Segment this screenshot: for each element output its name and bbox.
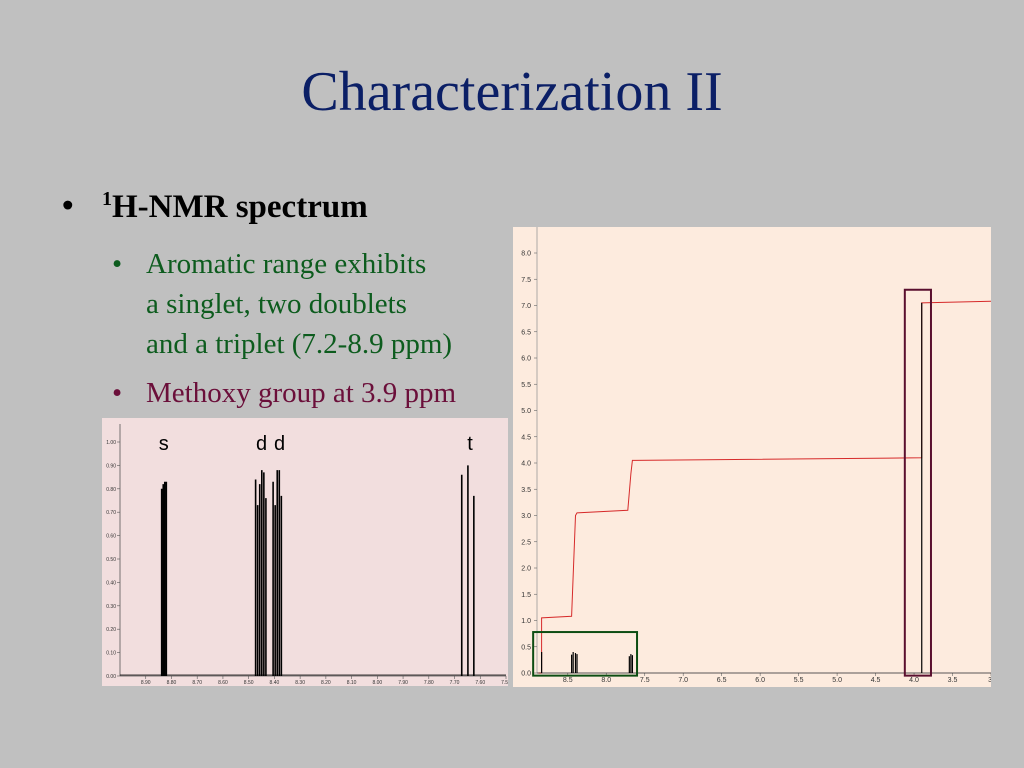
peak-label: t — [467, 433, 473, 455]
bullet-dot: • — [62, 188, 74, 224]
y-tick-label: 0.80 — [106, 487, 116, 493]
x-tick-label: 8.20 — [321, 680, 331, 686]
x-tick-label: 7.0 — [678, 677, 688, 684]
aromatic-nmr-spectrum: 0.00 0.10 0.20 0.30 0.40 0.50 0.60 0.70 0.80 0.90… — [102, 418, 511, 686]
y-tick-label: 7.0 — [521, 303, 531, 310]
y-tick-label: 0.30 — [106, 604, 116, 610]
y-tick-label: 0.60 — [106, 534, 116, 540]
y-tick-label: 8.0 — [521, 251, 531, 258]
x-tick-label: 7.50 — [501, 680, 508, 686]
x-tick-label: 7.5 — [640, 677, 650, 684]
y-tick-label: 5.0 — [521, 408, 531, 415]
x-tick-label: 6.0 — [755, 677, 765, 684]
y-tick-label: 7.5 — [521, 277, 531, 284]
y-tick-label: 1.5 — [521, 592, 531, 599]
chart-background — [513, 227, 991, 687]
y-tick-label: 0.90 — [106, 463, 116, 469]
y-tick-label: 0.40 — [106, 580, 116, 586]
text-line: a singlet, two doublets — [146, 288, 407, 320]
y-tick-label: 4.0 — [521, 461, 531, 468]
x-tick-label: 8.60 — [218, 680, 228, 686]
x-tick-label: 6.5 — [717, 677, 727, 684]
bullet-nmr-label: H-NMR spectrum — [112, 189, 368, 225]
x-tick-label: 8.0 — [601, 677, 611, 684]
y-tick-label: 3.5 — [521, 487, 531, 494]
text-line: and a triplet (7.2-8.9 ppm) — [146, 328, 453, 360]
text-line: Aromatic range exhibits — [146, 248, 427, 280]
y-tick-label: 0.00 — [106, 674, 116, 680]
x-tick-label: 8.90 — [141, 680, 151, 686]
x-tick-label: 8.5 — [563, 677, 573, 684]
x-tick-label: 8.30 — [295, 680, 305, 686]
x-tick-label: 8.70 — [192, 680, 202, 686]
x-tick-label: 8.80 — [167, 680, 177, 686]
text-line: Methoxy group at 3.9 ppm — [146, 377, 457, 409]
x-tick-label: 8.00 — [372, 680, 382, 686]
y-tick-label: 0.20 — [106, 627, 116, 633]
x-tick-label: 4.5 — [871, 677, 881, 684]
y-tick-label: 2.0 — [521, 566, 531, 573]
aromatic-box — [532, 631, 639, 677]
x-tick-label: 8.40 — [270, 680, 280, 686]
x-tick-label: 4.0 — [909, 677, 919, 684]
y-tick-label: 1.0 — [521, 618, 531, 625]
y-tick-label: 3.0 — [521, 513, 531, 520]
full-nmr-spectrum: 0.0 0.5 1.0 1.5 2.0 2.5 3.0 3.5 4.0 4.5 5.0 5.5 6.0 6… — [513, 227, 994, 687]
y-tick-label: 1.00 — [106, 440, 116, 446]
y-tick-label: 0.5 — [521, 644, 531, 651]
x-tick-label: 8.10 — [347, 680, 357, 686]
y-tick-label: 0.0 — [521, 671, 531, 678]
x-tick-label: 5.0 — [832, 677, 842, 684]
y-tick-label: 5.5 — [521, 382, 531, 389]
sub-bullet-methoxy-text: Methoxy group at 3.9 ppm — [146, 373, 456, 413]
y-tick-label: 4.5 — [521, 434, 531, 441]
bullet-dot: • — [112, 248, 123, 280]
full-nmr-chart: 0.0 0.5 1.0 1.5 2.0 2.5 3.0 3.5 4.0 4.5 5.0 5.5 6.0 6… — [513, 227, 994, 687]
y-tick-label: 0.50 — [106, 557, 116, 563]
x-tick-label: 7.60 — [475, 680, 485, 686]
peak-label: d — [256, 433, 267, 455]
x-tick-label: 7.80 — [424, 680, 434, 686]
x-tick-label: 7.90 — [398, 680, 408, 686]
y-tick-label: 6.5 — [521, 329, 531, 336]
y-tick-label: 6.0 — [521, 356, 531, 363]
x-tick-label: 7.70 — [450, 680, 460, 686]
x-tick-label: 3.5 — [948, 677, 958, 684]
sub-bullet-aromatic-text: Aromatic range exhibits a singlet, two d… — [146, 244, 452, 364]
slide-title: Characterization II — [301, 61, 723, 123]
peak-label: s — [159, 433, 169, 455]
x-tick-label: 8.50 — [244, 680, 254, 686]
peak-label: d — [274, 433, 285, 455]
methoxy-box — [903, 288, 932, 677]
x-tick-label: 3. — [988, 677, 991, 684]
aromatic-nmr-chart: 0.00 0.10 0.20 0.30 0.40 0.50 0.60 0.70 0.80 0.90… — [102, 418, 511, 686]
superscript-one: 1 — [102, 188, 112, 210]
y-tick-label: 0.10 — [106, 651, 116, 657]
bullet-nmr-text: 1H-NMR spectrum — [102, 188, 368, 226]
chart-background — [102, 418, 508, 686]
bullet-dot: • — [112, 377, 123, 409]
y-tick-label: 0.70 — [106, 510, 116, 516]
y-tick-label: 2.5 — [521, 539, 531, 546]
x-tick-label: 5.5 — [794, 677, 804, 684]
